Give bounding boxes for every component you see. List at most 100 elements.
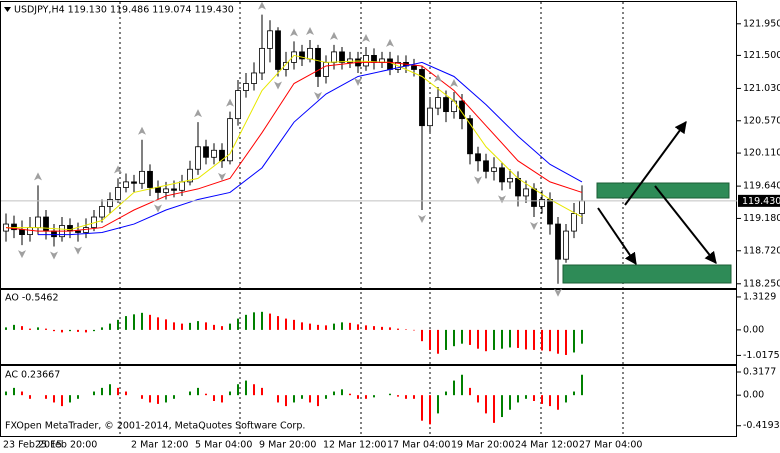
candle-body [211, 149, 217, 158]
y-tick-label: 0.00 [743, 390, 764, 401]
fractal-up [258, 1, 266, 10]
candle-body [435, 97, 441, 109]
candle-body [123, 181, 129, 188]
arrow-down [654, 185, 717, 264]
candle-body [475, 153, 481, 162]
fractal-down [530, 222, 538, 231]
x-tick-label: 2 Mar 12:00 [131, 440, 188, 451]
candle-body [483, 160, 489, 172]
fractal-down [354, 77, 362, 86]
candle-body [243, 83, 249, 91]
candle-body [179, 181, 185, 191]
y-tick-label: 0.3177 [743, 367, 776, 378]
candle-body [67, 225, 73, 232]
x-tick-label: 25 Feb 20:00 [35, 440, 97, 451]
candle-body [315, 47, 321, 77]
ac-title: AC 0.23667 [5, 370, 60, 381]
candle-body [163, 188, 169, 193]
y-tick-label: 118.250 [743, 278, 780, 289]
y-tick-label: -0.41936 [743, 420, 780, 431]
y-tick-label: 119.640 [743, 181, 780, 192]
ao-panel-frame [0, 289, 737, 365]
candle-body [147, 170, 153, 188]
candle-body [235, 90, 241, 120]
fractal-up [450, 78, 458, 87]
y-tick-label: 118.720 [743, 245, 780, 256]
candle-body [419, 69, 425, 127]
candle-body [203, 146, 209, 158]
candle-body [491, 167, 497, 172]
x-tick-label: 5 Mar 04:00 [195, 440, 252, 451]
candle-body [347, 58, 353, 63]
fractal-down [18, 250, 26, 259]
candle-body [155, 187, 161, 193]
fractal-up [434, 74, 442, 83]
moving-average [38, 61, 583, 236]
fractal-down [498, 195, 506, 204]
candle-body [171, 188, 177, 191]
arrow-up [624, 121, 687, 206]
candle-body [115, 187, 121, 200]
current-price-box [738, 194, 780, 207]
candle-body [251, 72, 257, 84]
candle-body [275, 30, 281, 70]
candle-body [227, 118, 233, 162]
fractal-up [362, 33, 370, 42]
candle-body [563, 230, 569, 260]
fractal-up [226, 98, 234, 107]
fractal-up [290, 28, 298, 37]
y-tick-label: 120.570 [743, 115, 780, 126]
candle-body [99, 206, 105, 218]
x-tick-label: 19 Mar 20:00 [451, 440, 514, 451]
candle-body [571, 213, 577, 232]
arrow-down [597, 207, 637, 265]
x-tick-label: 23 Feb 2015 [3, 440, 62, 451]
chart-title: USDJPY,H4 119.130 119.486 119.074 119.43… [14, 5, 234, 16]
fractal-up [194, 109, 202, 118]
period-separators [119, 2, 624, 436]
candle-body [75, 230, 81, 233]
candle-body [515, 177, 521, 197]
candle-body [387, 58, 393, 70]
fractal-down [474, 176, 482, 185]
y-tick-label: 121.030 [743, 83, 780, 94]
fractal-down [74, 246, 82, 255]
candle-body [427, 107, 433, 127]
ac-panel-frame [0, 365, 737, 437]
ao-title: AO -0.5462 [5, 293, 59, 304]
x-tick-label: 24 Mar 12:00 [515, 440, 578, 451]
resistance-zone [596, 182, 730, 199]
y-tick-label: 119.180 [743, 213, 780, 224]
candle-body [539, 199, 545, 207]
candle-body [131, 181, 137, 184]
title-marker [4, 7, 11, 12]
support-zone [562, 264, 732, 284]
fractal-up [34, 172, 42, 181]
fractal-up [386, 38, 394, 47]
fractal-up [306, 26, 314, 35]
fractal-up [114, 165, 122, 174]
candle-body [411, 65, 417, 70]
fractal-up [138, 126, 146, 135]
fractal-down [218, 172, 226, 181]
candle-body [267, 30, 273, 49]
candle-body [555, 223, 561, 260]
x-tick-label: 12 Mar 12:00 [323, 440, 386, 451]
y-tick-label: 121.500 [743, 50, 780, 61]
candle-body [195, 146, 201, 170]
fractal-down [418, 215, 426, 223]
candle-body [323, 62, 329, 77]
candle-body [139, 170, 145, 184]
candle-body [531, 188, 537, 207]
candle-body [363, 55, 369, 67]
candle-body [51, 230, 57, 238]
candle-body [83, 227, 89, 233]
candle-body [339, 51, 345, 63]
candle-body [467, 118, 473, 155]
y-tick-label: -1.0175 [743, 350, 780, 361]
fractal-up [330, 31, 338, 40]
candle-body [307, 47, 313, 60]
